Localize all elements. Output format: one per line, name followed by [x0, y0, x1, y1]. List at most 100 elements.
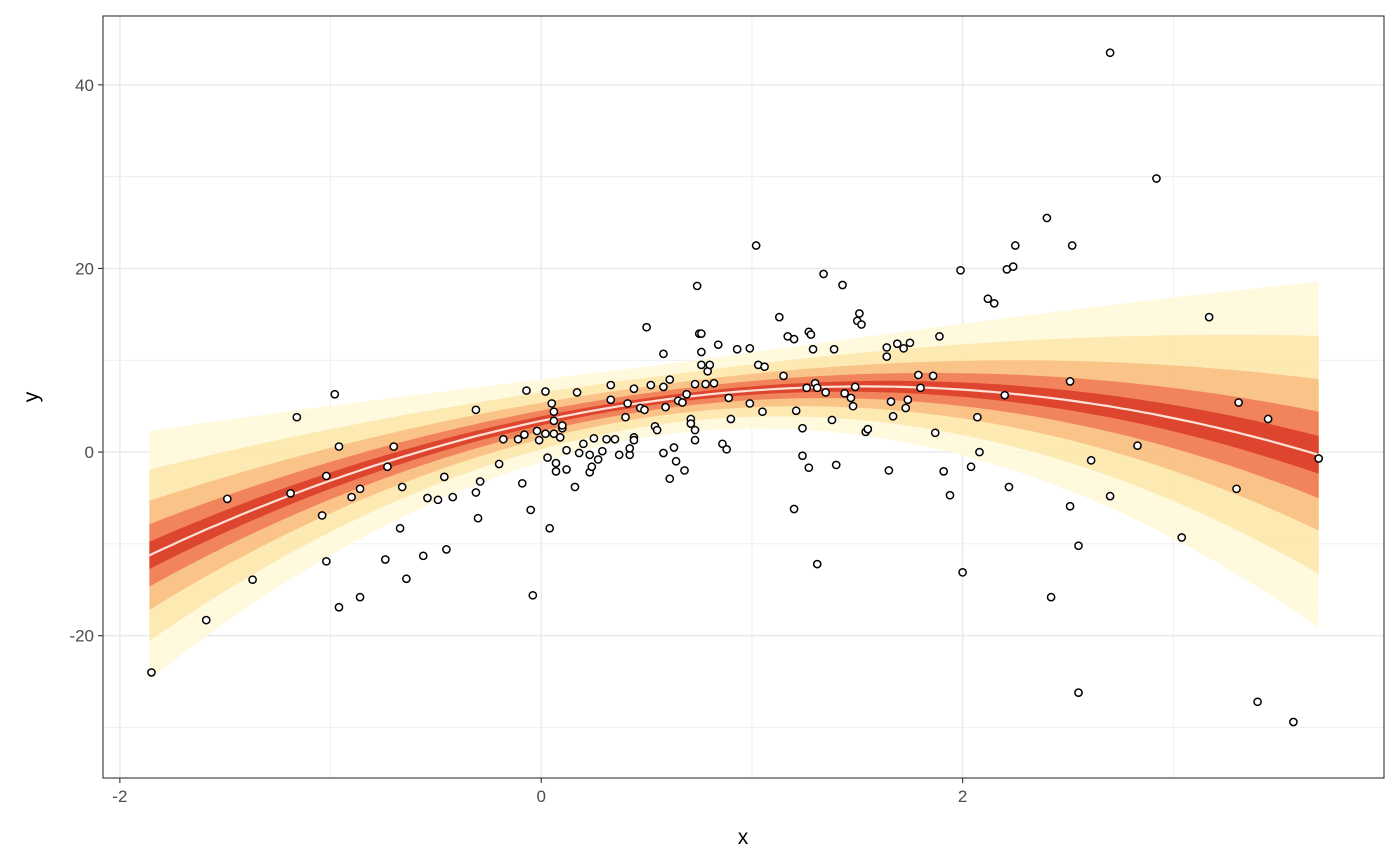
- data-point: [330, 389, 340, 399]
- data-point: [798, 451, 807, 461]
- data-point: [789, 504, 799, 514]
- data-point: [722, 444, 731, 454]
- data-point: [806, 330, 816, 339]
- data-point: [857, 320, 866, 329]
- data-point: [389, 442, 399, 451]
- data-point: [692, 281, 702, 291]
- data-point: [597, 446, 607, 456]
- data-point: [886, 397, 896, 406]
- data-point: [935, 332, 944, 341]
- data-point: [697, 360, 706, 370]
- data-point: [562, 445, 571, 455]
- data-point: [642, 322, 651, 332]
- data-point: [1314, 454, 1324, 463]
- data-point: [701, 379, 710, 389]
- data-point: [551, 467, 561, 476]
- data-point: [945, 490, 955, 500]
- data-point: [1263, 414, 1273, 424]
- data-point: [779, 371, 788, 381]
- data-point: [899, 343, 908, 353]
- data-point: [709, 378, 719, 388]
- data-point: [914, 370, 923, 380]
- data-point: [621, 412, 630, 422]
- data-point: [916, 383, 925, 393]
- data-point: [570, 482, 580, 492]
- x-axis-title: x: [738, 826, 749, 849]
- data-point: [798, 423, 807, 433]
- data-point: [602, 434, 611, 444]
- data-point: [473, 513, 483, 523]
- data-point: [555, 433, 565, 442]
- data-point: [442, 545, 451, 554]
- data-point: [292, 412, 302, 422]
- data-point: [317, 511, 327, 520]
- data-point: [517, 478, 527, 488]
- data-point: [433, 495, 443, 505]
- data-point: [680, 466, 689, 475]
- plot-panel-border: [102, 15, 1385, 779]
- data-point: [838, 280, 847, 290]
- data-point: [884, 466, 894, 475]
- scatter-points: [147, 48, 1324, 727]
- data-point: [321, 471, 331, 481]
- data-point: [802, 383, 812, 393]
- data-point: [448, 492, 458, 502]
- data-point: [697, 329, 706, 339]
- x-tick-label: -2: [112, 787, 127, 806]
- data-point: [1253, 697, 1262, 707]
- band-level: [149, 360, 1319, 610]
- data-point: [1289, 717, 1298, 727]
- data-point: [397, 482, 407, 492]
- data-point: [543, 453, 552, 462]
- data-point: [547, 399, 557, 408]
- data-point: [732, 344, 742, 354]
- data-point: [882, 343, 892, 352]
- x-tick-label: 0: [537, 787, 546, 806]
- data-point: [758, 407, 767, 417]
- data-point: [1042, 213, 1052, 223]
- data-point: [557, 421, 567, 430]
- data-point: [928, 371, 938, 381]
- data-point: [1065, 501, 1075, 511]
- y-tick-label: 0: [85, 443, 94, 462]
- fit-curve: [148, 385, 1320, 557]
- data-point: [1086, 455, 1096, 465]
- data-point: [724, 393, 734, 403]
- data-point: [606, 395, 616, 405]
- data-point: [572, 388, 582, 397]
- data-point: [1105, 48, 1115, 58]
- data-point: [718, 439, 727, 449]
- y-axis-title: y: [20, 391, 43, 402]
- data-point: [652, 425, 662, 435]
- data-point: [804, 463, 814, 473]
- x-axis: -2 0 2: [112, 778, 967, 806]
- y-tick-label: 20: [75, 259, 94, 278]
- data-point: [812, 383, 822, 393]
- data-point: [545, 523, 555, 533]
- data-point: [850, 382, 860, 392]
- data-point: [848, 401, 858, 411]
- y-axis: -20 0 20 40: [69, 76, 103, 646]
- data-point: [526, 505, 536, 515]
- data-point: [629, 384, 639, 394]
- data-point: [614, 450, 624, 460]
- data-point: [423, 493, 432, 503]
- data-point: [686, 419, 696, 428]
- data-point: [819, 269, 828, 279]
- data-point: [669, 443, 679, 452]
- data-point: [623, 399, 632, 408]
- data-point: [789, 334, 799, 344]
- data-point: [562, 465, 571, 474]
- data-point: [1010, 241, 1020, 250]
- data-point: [475, 477, 485, 486]
- data-point: [522, 386, 531, 395]
- data-point: [549, 407, 559, 417]
- data-point: [1065, 377, 1075, 386]
- data-point: [1074, 541, 1083, 551]
- data-point: [646, 380, 656, 390]
- data-point: [989, 299, 999, 308]
- data-point: [201, 615, 211, 625]
- data-point: [498, 434, 508, 444]
- data-point: [610, 434, 620, 444]
- data-point: [831, 460, 841, 470]
